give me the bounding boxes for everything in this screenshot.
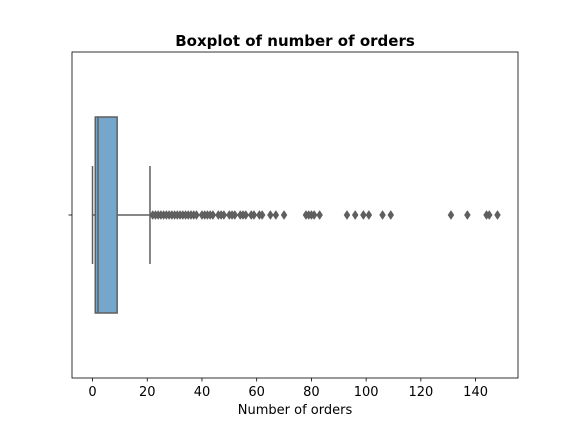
outlier-point <box>351 210 359 220</box>
box-group <box>91 116 151 314</box>
outlier-point <box>242 210 250 220</box>
outlier-point <box>379 210 386 220</box>
x-axis-label: Number of orders <box>238 403 353 418</box>
outlier-point <box>387 210 395 220</box>
outlier-point <box>209 210 217 220</box>
outlier-point <box>272 210 280 220</box>
outlier-point <box>250 210 258 220</box>
x-tick-label: 20 <box>139 385 156 400</box>
outlier-point <box>310 210 318 220</box>
outlier-points <box>149 210 501 220</box>
x-axis-ticks: 0 20 40 60 80 100 120 140 <box>88 378 488 400</box>
chart-title: Boxplot of number of orders <box>175 32 415 50</box>
x-tick-label: 120 <box>408 385 433 400</box>
outlier-point <box>360 210 367 220</box>
outlier-point <box>464 210 471 220</box>
x-tick-label: 140 <box>463 385 488 400</box>
outlier-point <box>231 210 239 220</box>
outlier-point <box>447 210 455 220</box>
x-tick-label: 0 <box>88 385 96 400</box>
outlier-point <box>193 210 200 220</box>
outlier-point <box>280 210 288 220</box>
x-tick-label: 80 <box>303 385 320 400</box>
outlier-point <box>365 210 373 220</box>
outlier-point <box>494 210 501 220</box>
x-tick-label: 100 <box>354 385 379 400</box>
outlier-point <box>485 210 493 220</box>
x-tick-label: 40 <box>194 385 211 400</box>
outlier-point <box>267 210 274 220</box>
outlier-point <box>258 210 266 220</box>
x-tick-label: 60 <box>248 385 265 400</box>
iqr-box <box>94 116 118 314</box>
outlier-point <box>343 210 351 220</box>
outlier-point <box>220 210 228 220</box>
outlier-point <box>316 210 323 220</box>
